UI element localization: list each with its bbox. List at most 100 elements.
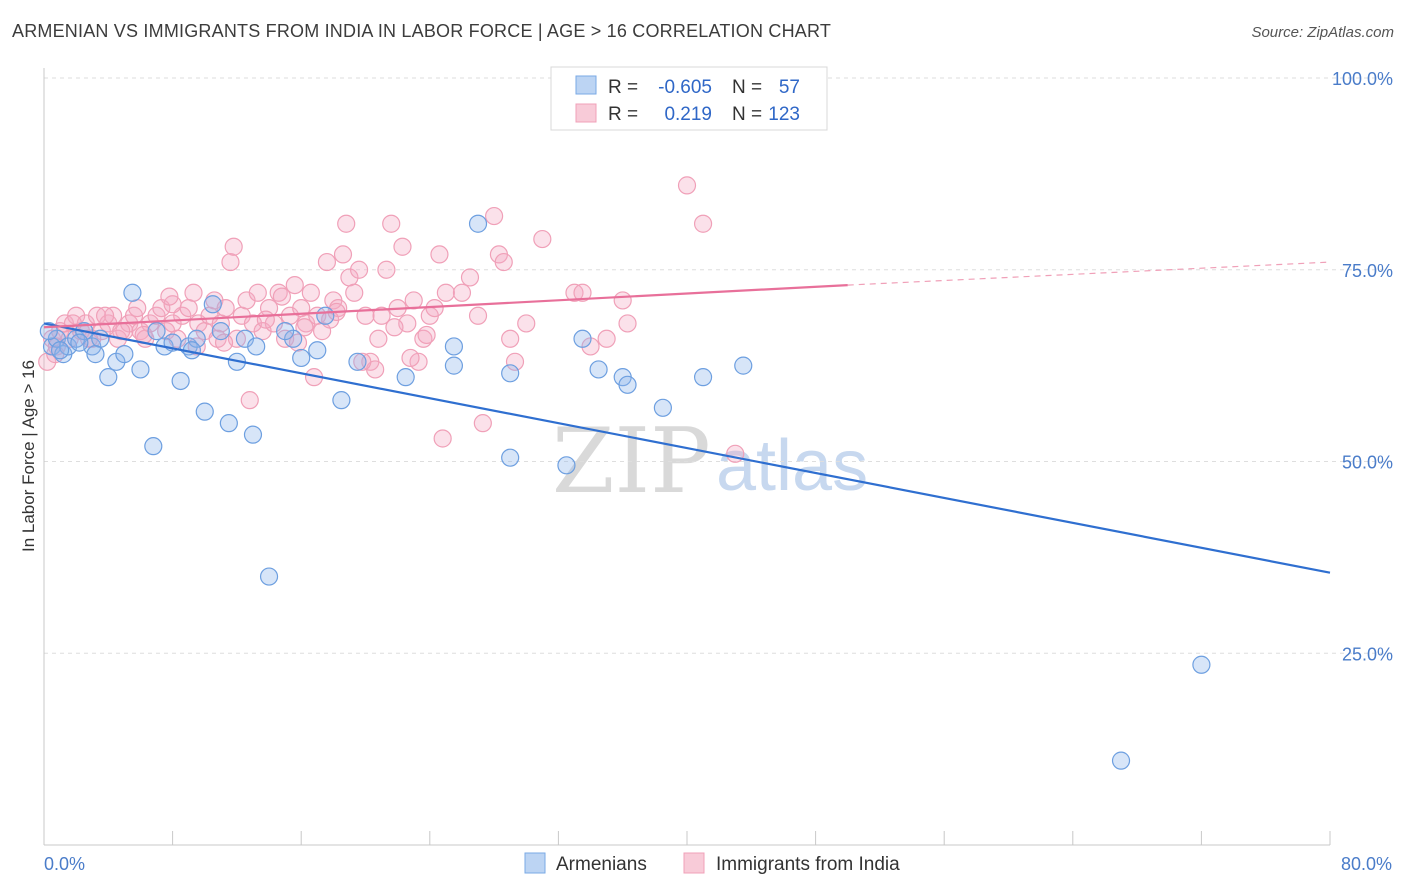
- point-armenians: [292, 348, 311, 368]
- point-armenians: [144, 437, 163, 456]
- point-armenians: [316, 306, 335, 325]
- point-india: [677, 176, 697, 195]
- point-india: [345, 283, 364, 302]
- point-india: [317, 252, 337, 272]
- series-india-points: [38, 176, 745, 463]
- point-india: [272, 287, 292, 306]
- point-armenians: [589, 360, 608, 379]
- point-india: [179, 299, 198, 318]
- point-armenians: [618, 375, 637, 394]
- point-india: [573, 283, 592, 302]
- point-armenians: [348, 352, 367, 371]
- point-india: [433, 429, 452, 448]
- point-india: [385, 318, 404, 337]
- bottom-legend-india: Immigrants from India: [716, 854, 900, 875]
- point-armenians: [50, 341, 70, 360]
- point-india: [349, 260, 369, 279]
- point-india: [372, 306, 391, 325]
- point-armenians: [247, 337, 266, 356]
- point-armenians: [444, 356, 464, 375]
- legend-swatch-india: [575, 103, 597, 123]
- legend-r-value-1: -0.605: [658, 77, 712, 98]
- point-india: [214, 333, 234, 352]
- point-india: [613, 291, 632, 310]
- bottom-legend-armenians: Armenians: [556, 854, 647, 875]
- point-armenians: [501, 364, 520, 383]
- y-tick-labels: 25.0% 50.0% 75.0% 100.0%: [1332, 69, 1393, 664]
- point-india: [224, 237, 243, 256]
- point-india: [597, 329, 616, 348]
- point-armenians: [734, 356, 753, 375]
- point-india: [417, 325, 436, 345]
- point-india: [382, 214, 401, 233]
- bottom-legend-swatch-india: [683, 852, 705, 874]
- trend-india-extension: [847, 261, 1331, 286]
- point-india: [337, 214, 356, 233]
- point-india: [221, 252, 240, 272]
- point-armenians: [573, 329, 592, 348]
- point-armenians: [653, 398, 672, 417]
- point-india: [726, 444, 745, 463]
- trend-lines: [43, 261, 1331, 574]
- point-armenians: [211, 322, 230, 341]
- point-india: [517, 314, 536, 333]
- point-india: [95, 306, 115, 325]
- point-armenians: [70, 333, 89, 352]
- x-tick-label-min: 0.0%: [44, 854, 85, 874]
- point-armenians: [501, 448, 520, 467]
- legend-swatch-armenians: [575, 75, 597, 95]
- y-tick-label: 25.0%: [1342, 644, 1393, 664]
- point-india: [533, 229, 552, 249]
- point-armenians: [308, 341, 327, 360]
- y-tick-label: 50.0%: [1342, 453, 1393, 473]
- point-armenians: [115, 345, 134, 364]
- point-armenians: [187, 329, 206, 348]
- chart-title: ARMENIAN VS IMMIGRANTS FROM INDIA IN LAB…: [12, 21, 832, 41]
- legend-n-label-2: N =: [732, 104, 762, 125]
- point-india: [295, 318, 314, 337]
- point-armenians: [195, 402, 214, 421]
- point-armenians: [693, 368, 713, 387]
- point-armenians: [1192, 655, 1211, 674]
- y-tick-label: 100.0%: [1332, 69, 1393, 89]
- point-armenians: [259, 567, 279, 586]
- y-tick-label: 75.0%: [1342, 261, 1393, 281]
- point-armenians: [1111, 751, 1131, 770]
- point-armenians: [332, 391, 351, 410]
- point-india: [473, 414, 492, 433]
- point-india: [160, 287, 179, 306]
- point-armenians: [131, 360, 150, 379]
- point-india: [301, 283, 320, 302]
- point-india: [468, 306, 488, 325]
- point-armenians: [147, 322, 166, 341]
- point-india: [333, 245, 353, 264]
- point-india: [485, 206, 504, 226]
- legend-n-label-1: N =: [732, 77, 762, 98]
- point-india: [369, 329, 388, 348]
- point-india: [460, 268, 480, 287]
- legend-bottom: Armenians Immigrants from India: [524, 852, 900, 875]
- point-india: [618, 314, 637, 333]
- source-label: Source: ZipAtlas.com: [1251, 24, 1394, 41]
- point-india: [452, 283, 472, 302]
- point-india: [285, 275, 304, 295]
- point-armenians: [86, 345, 105, 364]
- point-armenians: [203, 295, 222, 314]
- point-armenians: [557, 456, 576, 475]
- point-armenians: [396, 368, 415, 387]
- legend-n-value-1: 57: [779, 77, 800, 98]
- point-armenians: [276, 322, 295, 341]
- point-india: [377, 260, 396, 279]
- point-india: [353, 352, 372, 371]
- watermark-atlas: atlas: [716, 426, 868, 506]
- point-india: [693, 214, 713, 233]
- point-india: [494, 252, 513, 272]
- point-india: [401, 348, 420, 368]
- point-armenians: [243, 425, 263, 444]
- trend-india: [43, 283, 848, 329]
- y-axis-label: In Labor Force | Age > 16: [19, 360, 38, 552]
- legend-r-label-1: R =: [608, 77, 638, 98]
- trend-armenians: [43, 322, 1331, 574]
- grid-lines: [44, 77, 1392, 654]
